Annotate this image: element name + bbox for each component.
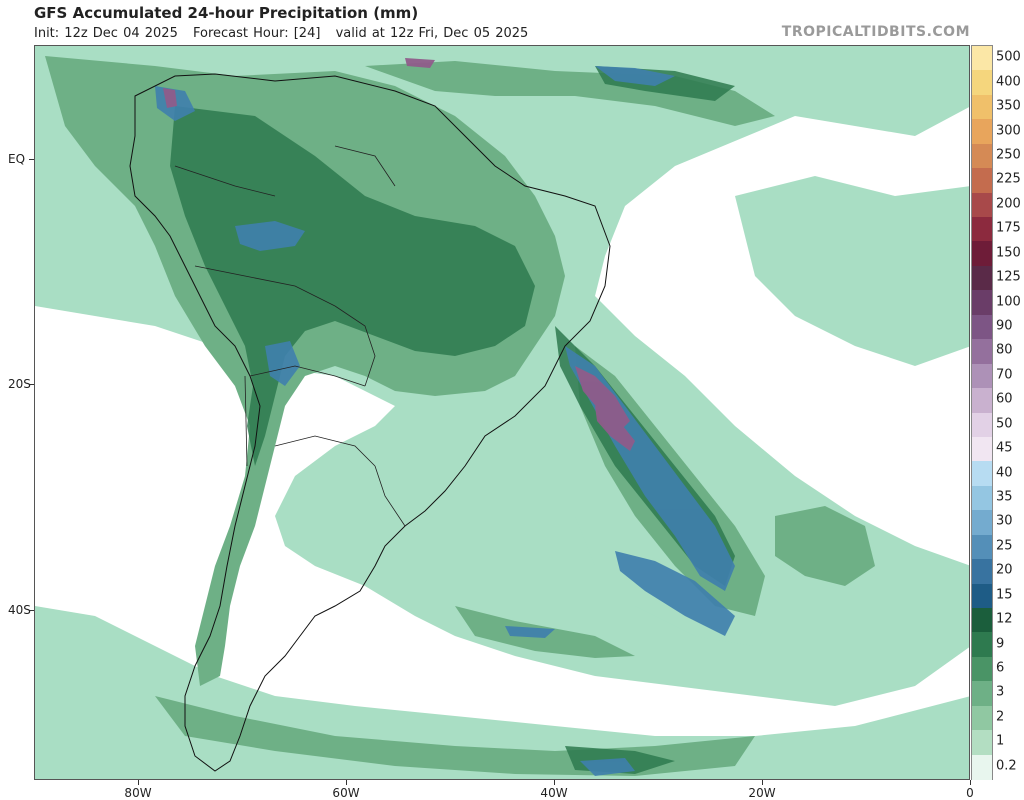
colorbar-segment (972, 143, 992, 169)
colorbar-segment (972, 192, 992, 218)
colorbar-segment (972, 705, 992, 731)
lon-label-40w: 40W (540, 786, 568, 800)
lon-label-0: 0 (966, 786, 974, 800)
colorbar-segment (972, 46, 992, 71)
colorbar-label: 70 (996, 367, 1013, 383)
colorbar-label: 15 (996, 587, 1013, 603)
colorbar-segment (972, 485, 992, 511)
colorbar-segment (972, 632, 992, 658)
init-time: Init: 12z Dec 04 2025 (34, 26, 178, 41)
map-subtitle: Init: 12z Dec 04 2025 Forecast Hour: [24… (34, 26, 538, 41)
colorbar-label: 2 (996, 709, 1005, 725)
colorbar-segment (972, 607, 992, 633)
colorbar-segment (972, 461, 992, 487)
colorbar-label: 25 (996, 538, 1013, 554)
colorbar-label: 225 (996, 171, 1021, 187)
colorbar-label: 35 (996, 489, 1013, 505)
colorbar-label: 200 (996, 196, 1021, 212)
colorbar-label: 300 (996, 123, 1021, 139)
colorbar-label: 80 (996, 342, 1013, 358)
tick-20s (29, 384, 34, 385)
colorbar-label: 6 (996, 660, 1005, 676)
colorbar-segment (972, 339, 992, 365)
intense-precip-layer (163, 58, 635, 451)
valid-time: valid at 12z Fri, Dec 05 2025 (335, 26, 529, 41)
colorbar (971, 45, 993, 780)
colorbar-label: 175 (996, 220, 1021, 236)
colorbar-segment (972, 754, 992, 780)
tick-60w (346, 780, 347, 785)
map-svg (35, 46, 969, 779)
colorbar-segment (972, 436, 992, 462)
tick-80w (138, 780, 139, 785)
colorbar-segment (972, 412, 992, 438)
colorbar-label: 150 (996, 245, 1021, 261)
colorbar-segment (972, 681, 992, 707)
colorbar-segment (972, 241, 992, 267)
country-borders (174, 145, 406, 527)
colorbar-segment (972, 290, 992, 316)
tick-eq (29, 159, 34, 160)
lon-label-80w: 80W (124, 786, 152, 800)
colorbar-label: 350 (996, 98, 1021, 114)
colorbar-label: 9 (996, 636, 1005, 652)
colorbar-segment (972, 119, 992, 145)
coastline (129, 73, 611, 772)
colorbar-segment (972, 363, 992, 389)
colorbar-label: 30 (996, 513, 1013, 529)
colorbar-segment (972, 94, 992, 120)
colorbar-segment (972, 656, 992, 682)
colorbar-label: 500 (996, 49, 1021, 65)
colorbar-label: 12 (996, 611, 1013, 627)
colorbar-label: 250 (996, 147, 1021, 163)
colorbar-segment (972, 730, 992, 756)
colorbar-segment (972, 388, 992, 414)
lon-label-20w: 20W (748, 786, 776, 800)
colorbar-label: 20 (996, 562, 1013, 578)
lat-label-eq: EQ (8, 152, 26, 166)
lat-label-20s: 20S (8, 377, 31, 391)
colorbar-segment (972, 168, 992, 194)
colorbar-label: 400 (996, 74, 1021, 90)
colorbar-label: 90 (996, 318, 1013, 334)
map-title: GFS Accumulated 24-hour Precipitation (m… (34, 4, 419, 22)
colorbar-segment (972, 583, 992, 609)
colorbar-label: 100 (996, 294, 1021, 310)
colorbar-segment (972, 70, 992, 96)
colorbar-label: 0.2 (996, 758, 1017, 774)
colorbar-label: 40 (996, 465, 1013, 481)
forecast-hour: Forecast Hour: [24] (192, 26, 321, 41)
colorbar-segment (972, 314, 992, 340)
colorbar-segment (972, 534, 992, 560)
lon-label-60w: 60W (332, 786, 360, 800)
colorbar-segment (972, 510, 992, 536)
colorbar-segment (972, 217, 992, 243)
colorbar-label: 3 (996, 684, 1005, 700)
tick-20w (762, 780, 763, 785)
brand-watermark: TROPICALTIDBITS.COM (781, 24, 970, 40)
colorbar-label: 50 (996, 416, 1013, 432)
colorbar-segment (972, 559, 992, 585)
precipitation-map (34, 45, 970, 780)
colorbar-label: 125 (996, 269, 1021, 285)
colorbar-label: 60 (996, 391, 1013, 407)
tick-40s (29, 610, 34, 611)
lat-label-40s: 40S (8, 603, 31, 617)
colorbar-segment (972, 265, 992, 291)
tick-40w (554, 780, 555, 785)
colorbar-label: 45 (996, 440, 1013, 456)
colorbar-label: 1 (996, 733, 1005, 749)
tick-0 (970, 780, 971, 785)
